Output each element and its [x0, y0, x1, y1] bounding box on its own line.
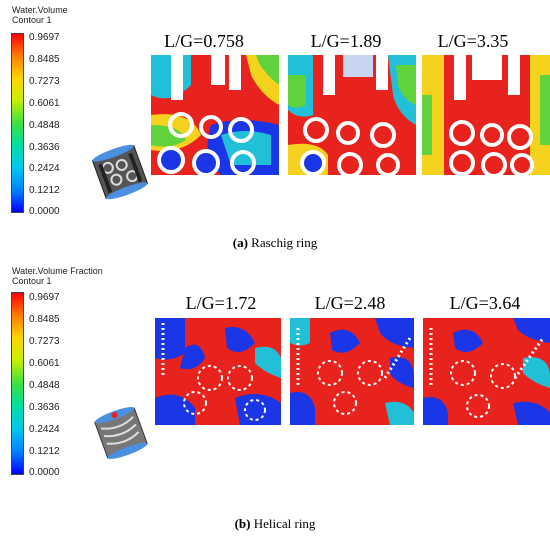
- tick-b-7: 0.1212: [29, 446, 60, 457]
- tick-a-6: 0.2424: [29, 163, 60, 174]
- contour-panel-a3: [422, 55, 550, 175]
- helical-packing-thumbnail: [88, 400, 154, 466]
- panel-label-b1: L/G=1.72: [185, 293, 257, 313]
- tick-a-2: 0.7273: [29, 76, 60, 87]
- raschig-packing-thumbnail: [86, 138, 154, 206]
- caption-a-text: Raschig ring: [247, 235, 318, 250]
- caption-b: (b) Helical ring: [125, 516, 425, 532]
- caption-b-letter: (b): [234, 516, 251, 531]
- tick-b-6: 0.2424: [29, 424, 60, 435]
- tick-b-8: 0.0000: [29, 467, 60, 478]
- colorbar-b: [11, 292, 24, 475]
- tick-a-8: 0.0000: [29, 206, 60, 217]
- contour-panel-b3: [423, 318, 550, 425]
- tick-b-3: 0.6061: [29, 358, 60, 369]
- contour-panel-b1: [155, 318, 281, 425]
- tick-a-0: 0.9697: [29, 32, 60, 43]
- panel-label-a3: L/G=3.35: [437, 31, 509, 51]
- tick-b-4: 0.4848: [29, 380, 60, 391]
- tick-a-5: 0.3636: [29, 142, 60, 153]
- contour-panel-a1: [151, 55, 279, 175]
- caption-a-letter: (a): [232, 235, 248, 250]
- tick-b-1: 0.8485: [29, 314, 60, 325]
- panel-label-a1: L/G=0.758: [164, 31, 244, 51]
- tick-b-2: 0.7273: [29, 336, 60, 347]
- panel-label-a2: L/G=1.89: [310, 31, 382, 51]
- tick-a-4: 0.4848: [29, 120, 60, 131]
- tick-b-5: 0.3636: [29, 402, 60, 413]
- colorbar-a: [11, 33, 24, 213]
- tick-a-7: 0.1212: [29, 185, 60, 196]
- tick-b-0: 0.9697: [29, 292, 60, 303]
- contour-panel-b2: [290, 318, 414, 425]
- legend-title-a-line1: Water.Volume: [12, 5, 68, 15]
- panel-label-b3: L/G=3.64: [449, 293, 521, 313]
- tick-a-1: 0.8485: [29, 54, 60, 65]
- panel-label-b2: L/G=2.48: [314, 293, 386, 313]
- tick-a-3: 0.6061: [29, 98, 60, 109]
- legend-title-b: Water.Volume Fraction Contour 1: [12, 266, 103, 286]
- legend-title-a-line2: Contour 1: [12, 15, 52, 25]
- legend-title-a: Water.Volume Contour 1: [12, 5, 68, 25]
- caption-a: (a) Raschig ring: [125, 235, 425, 251]
- caption-b-text: Helical ring: [250, 516, 316, 531]
- legend-title-b-line2: Contour 1: [12, 276, 52, 286]
- legend-title-b-line1: Water.Volume Fraction: [12, 266, 103, 276]
- contour-panel-a2: [288, 55, 416, 175]
